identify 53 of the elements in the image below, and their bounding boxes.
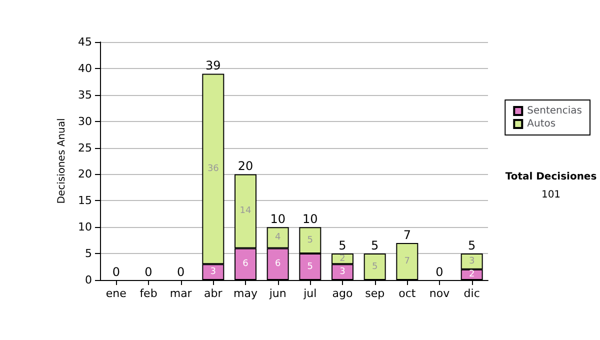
y-axis-title: Decisiones Anual [56, 118, 68, 204]
x-tick-label: mar [170, 287, 192, 300]
total-label: 5 [468, 238, 476, 253]
x-tick-label: may [234, 287, 258, 300]
data-label: 36 [207, 164, 220, 174]
x-tick-label: sep [365, 287, 385, 300]
total-label: 5 [371, 238, 379, 253]
data-label: 2 [340, 254, 346, 264]
text: 101 [541, 190, 561, 200]
y-tick-label: 15 [78, 194, 92, 208]
data-label: 2 [468, 270, 475, 280]
x-tick-label: nov [429, 287, 450, 300]
total-label: 0 [177, 265, 185, 279]
data-label: 6 [274, 259, 281, 270]
legend-label: Sentencias [527, 106, 582, 116]
x-tick-label: jun [268, 287, 286, 300]
y-tick-label: 10 [78, 220, 92, 234]
data-label: 3 [210, 267, 216, 278]
data-label: 3 [468, 256, 475, 266]
total-label: 20 [238, 159, 254, 174]
y-tick-label: 5 [85, 247, 92, 260]
total-label: 7 [403, 228, 411, 242]
total-label: 0 [144, 265, 152, 279]
y-tick-label: 45 [78, 36, 92, 48]
y-tick-label: 35 [78, 88, 92, 102]
total-label: 0 [436, 265, 444, 279]
x-tick-label: ago [332, 287, 353, 300]
x-tick-label: oct [398, 287, 416, 300]
data-label: 5 [307, 262, 314, 272]
total-label: 39 [206, 58, 221, 73]
data-label: 5 [372, 262, 378, 272]
y-tick-label: 25 [78, 141, 92, 154]
x-tick-label: jul [302, 287, 317, 300]
y-tick-label: 30 [78, 114, 92, 128]
data-label: 6 [242, 259, 249, 270]
x-tick-label: dic [464, 287, 480, 300]
data-label: 5 [307, 235, 314, 246]
y-tick-label: 0 [85, 274, 92, 286]
data-label: 3 [340, 267, 346, 278]
total-label: 0 [112, 265, 120, 279]
legend-label: Autos [527, 118, 556, 130]
total-label: 10 [270, 212, 286, 226]
data-label: 4 [274, 232, 281, 243]
total-label: 10 [302, 212, 318, 226]
total-label: 5 [338, 238, 346, 253]
x-tick-label: feb [140, 287, 158, 300]
y-tick-label: 40 [78, 62, 92, 75]
data-label: 7 [404, 256, 410, 266]
x-tick-label: abr [204, 287, 223, 300]
text: Total Decisiones [505, 172, 597, 182]
y-tick-label: 20 [78, 168, 92, 181]
x-tick-label: ene [106, 287, 127, 300]
data-label: 14 [240, 206, 252, 216]
